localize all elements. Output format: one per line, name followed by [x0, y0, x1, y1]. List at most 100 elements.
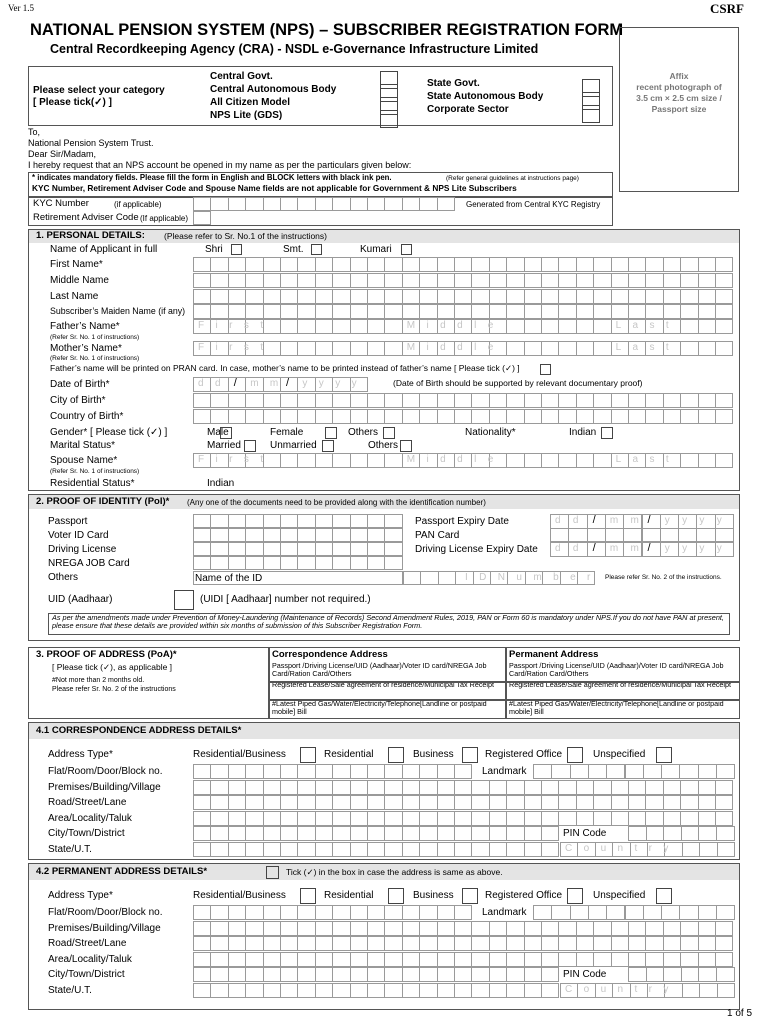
- label: Father’s name will be printed on PRAN ca…: [50, 363, 520, 373]
- input-box: [210, 967, 229, 983]
- label: Central Govt.: [210, 71, 273, 82]
- checkbox[interactable]: [244, 440, 256, 452]
- input-box: [314, 951, 334, 967]
- input-box: [558, 779, 577, 795]
- checkbox[interactable]: [325, 427, 337, 439]
- input-box: [367, 528, 386, 542]
- input-box: [628, 951, 647, 967]
- input-box: [297, 920, 316, 936]
- label: Passport Expiry Date: [415, 516, 509, 527]
- checkbox[interactable]: [656, 888, 672, 904]
- checkbox[interactable]: [582, 92, 600, 110]
- input-box: [401, 409, 421, 424]
- input-box: [332, 289, 351, 304]
- checkbox[interactable]: [567, 747, 583, 763]
- input-box: [367, 409, 386, 424]
- checkbox[interactable]: [266, 866, 279, 879]
- checkbox[interactable]: [401, 244, 412, 255]
- label: PIN Code: [563, 969, 607, 981]
- input-box: [193, 983, 212, 998]
- input-box: [471, 920, 490, 936]
- label: Please refer Sr. No. 2 of the instructio…: [605, 574, 722, 581]
- input-box: [488, 289, 508, 304]
- checkbox[interactable]: [380, 97, 398, 115]
- input-box: [716, 764, 736, 779]
- input-box: [349, 795, 368, 811]
- input-box: [280, 779, 299, 795]
- input-box: [384, 779, 403, 795]
- section-header-bar: [29, 864, 739, 880]
- input-box: [193, 842, 212, 857]
- checkbox[interactable]: [311, 244, 322, 255]
- checkbox[interactable]: [388, 747, 404, 763]
- input-box: [349, 920, 368, 936]
- checkbox[interactable]: [582, 79, 600, 97]
- checkbox[interactable]: [322, 440, 334, 452]
- checkbox[interactable]: [388, 888, 404, 904]
- checkbox[interactable]: [656, 747, 672, 763]
- input-box: [624, 764, 644, 779]
- input-box: [419, 304, 438, 319]
- checkbox[interactable]: [462, 888, 478, 904]
- input-box: [610, 409, 629, 424]
- label: Father’s Name*: [50, 321, 120, 332]
- input-box: [262, 983, 281, 998]
- input-box: [297, 341, 316, 356]
- input-box: [541, 951, 560, 967]
- label: All Citizen Model: [210, 97, 290, 108]
- checkbox[interactable]: [380, 71, 398, 89]
- checkbox[interactable]: [231, 244, 242, 255]
- checkbox[interactable]: [582, 105, 600, 123]
- checkbox[interactable]: [601, 427, 613, 439]
- checkbox[interactable]: [540, 364, 551, 375]
- input-box: [280, 341, 299, 356]
- input-box: [558, 257, 577, 272]
- label: Male: [207, 427, 229, 438]
- input-box: [384, 936, 403, 952]
- input-box: [699, 842, 718, 857]
- input-box: [367, 453, 386, 468]
- label: Passport size: [651, 104, 707, 114]
- checkbox[interactable]: [174, 590, 194, 610]
- checkbox[interactable]: [220, 427, 232, 439]
- input-box: [419, 920, 438, 936]
- column-divider: [505, 647, 507, 719]
- input-box: [193, 409, 212, 424]
- input-box: [680, 304, 699, 319]
- checkbox[interactable]: [300, 747, 316, 763]
- placeholder: IDNumber: [465, 572, 602, 583]
- input-box: [227, 304, 247, 319]
- frame: [28, 172, 613, 197]
- checkbox[interactable]: [400, 440, 412, 452]
- input-box: [193, 273, 212, 288]
- input-box: [488, 409, 508, 424]
- checkbox[interactable]: [380, 110, 398, 128]
- input-box: [436, 826, 455, 842]
- checkbox[interactable]: [380, 84, 398, 102]
- input-box: [332, 920, 351, 936]
- checkbox[interactable]: [567, 888, 583, 904]
- checkbox[interactable]: [383, 427, 395, 439]
- input-box: [280, 393, 299, 408]
- label: Registered Lease/Sale agreement of resid…: [509, 680, 732, 689]
- input-box: [436, 409, 455, 424]
- input-box: [606, 905, 626, 920]
- input-box: [716, 905, 736, 920]
- input-box: [367, 936, 386, 952]
- input-box: [541, 453, 560, 468]
- input-box: [349, 257, 368, 272]
- input-box: [697, 951, 716, 967]
- checkbox[interactable]: [462, 747, 478, 763]
- input-box: [436, 289, 455, 304]
- checkbox[interactable]: [300, 888, 316, 904]
- input-box: [488, 936, 508, 952]
- input-box: [419, 983, 438, 998]
- label: Residential/Business: [193, 749, 286, 760]
- input-box: [680, 257, 699, 272]
- input-box: [297, 826, 316, 842]
- input-box: [349, 967, 368, 983]
- label: I hereby request that an NPS account be …: [28, 160, 412, 170]
- label: Ver 1.5: [8, 3, 34, 13]
- input-box: [471, 273, 490, 288]
- input-box: [680, 826, 700, 842]
